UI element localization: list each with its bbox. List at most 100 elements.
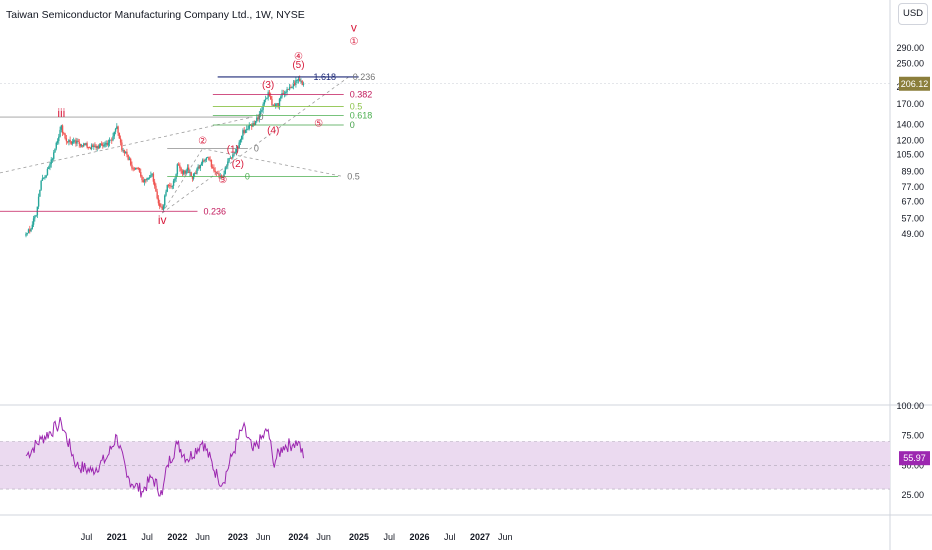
rsi-tick-label: 75.00 [901, 431, 924, 441]
candle-body [259, 111, 262, 115]
candle-body [211, 166, 214, 168]
candle-body [209, 159, 211, 161]
candle-body [46, 168, 49, 176]
rsi-tick-label-50: 50.00 [901, 460, 924, 470]
fib-label: 0.5 [347, 172, 360, 182]
candle-body [89, 147, 92, 150]
candle-body [83, 143, 85, 147]
candle-body [126, 151, 128, 155]
candle-body [92, 145, 94, 147]
candle-body [50, 159, 52, 165]
candle-body [55, 142, 57, 149]
time-axis-label: 2026 [409, 532, 429, 542]
candle-body [165, 191, 167, 196]
candle-body [293, 82, 296, 85]
candle-body [148, 177, 151, 179]
candle-body [160, 206, 162, 208]
last-price-badge [899, 76, 930, 91]
candle-body [228, 158, 230, 162]
candle-body [285, 92, 287, 93]
time-axis-label: 2021 [107, 532, 127, 542]
wave-label: iv [158, 213, 167, 227]
candle-body [179, 165, 181, 169]
candle-body [29, 229, 31, 232]
candle-body [94, 145, 96, 147]
candle-body [239, 139, 242, 143]
wave-label: ⑤ [314, 119, 323, 130]
candle-body [234, 152, 237, 154]
candle-body [112, 136, 114, 141]
candle-body [235, 147, 238, 153]
candle-body [111, 139, 113, 141]
candle-body [153, 181, 156, 186]
candle-body [229, 157, 232, 159]
candle-body [166, 185, 168, 192]
price-tick-label: 77.00 [901, 182, 924, 192]
candle-body [86, 143, 88, 148]
candle-body [286, 88, 288, 93]
time-axis-label: Jul [383, 532, 395, 542]
candle-body [258, 114, 261, 120]
price-tick-label: 290.00 [896, 43, 924, 53]
candle-body [190, 172, 192, 177]
candle-body [213, 167, 215, 171]
trendline-upper [0, 116, 253, 174]
candle-body [85, 143, 87, 145]
candle-body [93, 145, 95, 147]
candle-body [277, 103, 279, 107]
candle-body [233, 153, 235, 155]
candle-body [169, 185, 171, 187]
candle-body [79, 144, 82, 146]
wave-label: iii [57, 106, 65, 120]
time-axis-label: Jul [81, 532, 93, 542]
candle-body [145, 179, 147, 181]
candle-body [64, 133, 66, 139]
candle-body [246, 128, 248, 130]
wave-label: ③ [218, 175, 227, 186]
price-tick-label: 67.00 [901, 196, 924, 206]
candle-body [280, 96, 282, 99]
candle-body [156, 191, 158, 199]
price-tick-label: 170.00 [896, 99, 924, 109]
candle-body [283, 92, 286, 94]
candle-body [200, 163, 203, 165]
candle-body [267, 92, 269, 98]
candle-body [232, 154, 234, 158]
rsi-tick-label: 25.00 [901, 490, 924, 500]
candle-body [81, 145, 84, 147]
price-tick-label: 57.00 [901, 213, 924, 223]
currency-button[interactable]: USD [898, 3, 928, 25]
candle-body [291, 86, 293, 88]
rsi-value-badge [899, 451, 930, 466]
candle-body [44, 177, 46, 179]
time-axis-label: 2023 [228, 532, 248, 542]
fib-label: 0 [350, 120, 355, 130]
candle-body [185, 170, 187, 174]
wave-label: (2) [232, 159, 244, 170]
candle-body [247, 128, 249, 130]
rsi-tick-label: 100.00 [896, 401, 924, 411]
candle-body [275, 104, 277, 107]
candle-body [72, 140, 75, 142]
candle-body [146, 177, 148, 181]
candle-body [215, 171, 218, 174]
candle-body [253, 123, 255, 125]
candle-body [158, 203, 161, 207]
time-axis-label: 2022 [167, 532, 187, 542]
time-axis-label: 2025 [349, 532, 369, 542]
candle-body [124, 151, 127, 154]
candle-body [32, 218, 35, 225]
candle-body [45, 175, 47, 178]
candle-body [192, 173, 195, 179]
candle-body [261, 109, 263, 112]
candle-body [189, 172, 191, 174]
wave-label: (4) [267, 126, 279, 137]
price-tick-label: 140.00 [896, 119, 924, 129]
wave-label: (3) [262, 80, 274, 91]
candle-body [26, 233, 28, 235]
candle-body [135, 167, 137, 170]
candle-body [254, 120, 257, 125]
candle-body [119, 138, 122, 143]
candle-body [132, 168, 134, 170]
